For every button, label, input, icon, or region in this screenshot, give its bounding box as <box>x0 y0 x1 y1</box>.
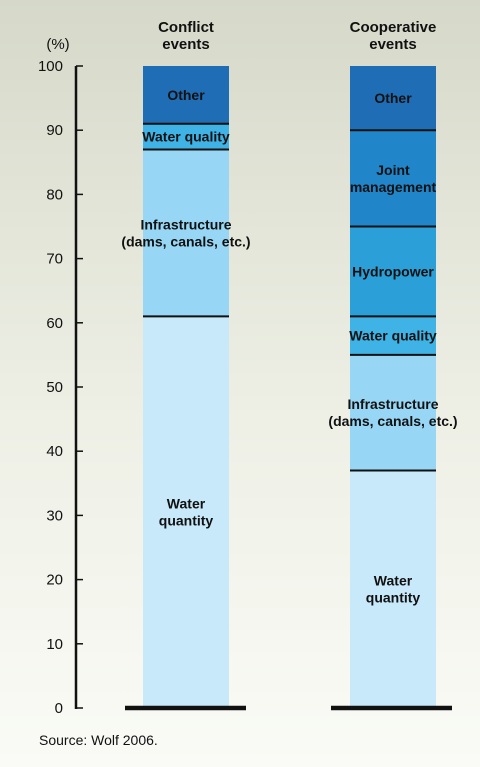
y-tick-label: 60 <box>46 315 63 332</box>
y-tick-label: 0 <box>55 700 63 717</box>
y-axis-unit-label: (%) <box>46 36 69 53</box>
segment-water-quantity <box>350 470 436 708</box>
segment-label: Infrastructure (dams, canals, etc.) <box>121 216 250 249</box>
source-note: Source: Wolf 2006. <box>39 732 158 748</box>
y-tick-label: 10 <box>46 636 63 653</box>
segment-hydropower <box>350 226 436 317</box>
y-tick-label: 80 <box>46 186 63 203</box>
segment-label: Hydropower <box>352 263 434 279</box>
segment-other <box>143 66 229 124</box>
y-axis: (%) 0 10 20 30 40 50 60 70 80 90 100 <box>38 36 83 717</box>
bar-header: Cooperative events <box>350 19 437 53</box>
segment-label: Infrastructure (dams, canals, etc.) <box>328 396 457 429</box>
y-tick-label: 40 <box>46 443 63 460</box>
bars: Conflict events Water quantity Infrastructur… <box>121 19 458 711</box>
y-tick-label: 70 <box>46 251 63 268</box>
segment-joint-management <box>350 130 436 227</box>
segment-water-quality <box>143 123 229 150</box>
bar-header: Conflict events <box>158 19 214 53</box>
segment-other <box>350 66 436 131</box>
y-tick-label: 20 <box>46 572 63 589</box>
segment-label: Other <box>374 90 412 106</box>
y-tick-label: 30 <box>46 507 63 524</box>
segment-label: Other <box>167 87 205 103</box>
bar-cooperative-events: Cooperative events Water quantity Infrastruc… <box>328 19 458 711</box>
segment-infrastructure <box>350 354 436 471</box>
segment-water-quality <box>350 316 436 355</box>
y-tick-label: 90 <box>46 122 63 139</box>
bar-conflict-events: Conflict events Water quantity Infrastructur… <box>121 19 251 711</box>
segment-label: Water quantity <box>159 496 214 529</box>
y-tick-label: 100 <box>38 58 63 75</box>
y-tick-label: 50 <box>46 379 63 396</box>
segment-water-quantity <box>143 316 229 708</box>
segment-label: Water quality <box>142 129 230 145</box>
segment-infrastructure <box>143 149 229 317</box>
segment-label: Water quantity <box>366 573 421 606</box>
segment-label: Joint management <box>350 162 437 195</box>
segment-label: Water quality <box>349 328 437 344</box>
